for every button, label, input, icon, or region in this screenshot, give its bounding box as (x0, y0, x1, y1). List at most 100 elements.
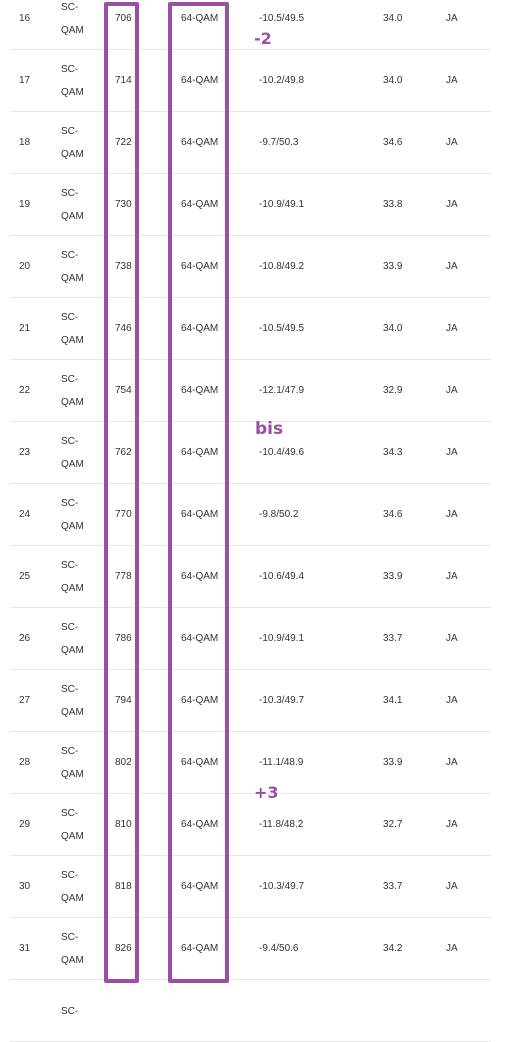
snr-cell: 33.8 (383, 199, 403, 210)
channel-type-cell: SC- QAM (61, 918, 84, 980)
snr-cell: 34.6 (383, 137, 403, 148)
channel-type-line1: SC- (61, 374, 79, 385)
snr-cell: 34.6 (383, 509, 403, 520)
channel-type-cell: SC- (61, 980, 78, 1042)
lock-status-cell: JA (446, 695, 458, 706)
channel-type-line2: QAM (61, 397, 84, 408)
channel-type-cell: SC- QAM (61, 236, 84, 298)
frequency-cell: 706 (115, 13, 132, 24)
annotation-plus-three: +3 (254, 783, 279, 802)
channel-type-line1: SC- (61, 560, 79, 571)
frequency-cell: 722 (115, 137, 132, 148)
channel-type-line1: SC- (61, 64, 79, 75)
power-level-cell: -10.2/49.8 (259, 75, 305, 86)
channel-id-cell: 23 (19, 447, 31, 458)
snr-cell: 34.0 (383, 75, 403, 86)
table-row: 17 SC- QAM 714 64-QAM -10.2/49.8 34.0 JA (0, 50, 519, 112)
table-row: 16 SC- QAM 706 64-QAM -10.5/49.5 34.0 JA (0, 0, 519, 50)
channel-id-cell: 27 (19, 695, 31, 706)
table-row: 19 SC- QAM 730 64-QAM -10.9/49.1 33.8 JA (0, 174, 519, 236)
channel-id-cell: 28 (19, 757, 31, 768)
channel-type-line2: QAM (61, 211, 84, 222)
channel-type-line2: QAM (61, 459, 84, 470)
modulation-cell: 64-QAM (181, 695, 219, 706)
channel-type-line1: SC- (61, 188, 79, 199)
snr-cell: 34.1 (383, 695, 403, 706)
channel-type-line1: SC- (61, 126, 79, 137)
channel-id-cell: 30 (19, 881, 31, 892)
power-level-cell: -10.3/49.7 (259, 881, 305, 892)
snr-cell: 33.9 (383, 571, 403, 582)
lock-status-cell: JA (446, 881, 458, 892)
modulation-cell: 64-QAM (181, 13, 219, 24)
channel-type-cell: SC- QAM (61, 546, 84, 608)
snr-cell: 33.9 (383, 757, 403, 768)
power-level-cell: -11.8/48.2 (259, 819, 304, 830)
power-level-cell: -9.4/50.6 (259, 943, 299, 954)
channel-type-cell: SC- QAM (61, 174, 84, 236)
table-row: 21 SC- QAM 746 64-QAM -10.5/49.5 34.0 JA (0, 298, 519, 360)
channel-type-line2: QAM (61, 769, 84, 780)
channel-type-line1: SC- (61, 808, 79, 819)
modulation-cell: 64-QAM (181, 137, 219, 148)
channel-type-line1: SC- (61, 498, 79, 509)
channel-type-cell: SC- QAM (61, 50, 84, 112)
table-row: 28 SC- QAM 802 64-QAM -11.1/48.9 33.9 JA (0, 732, 519, 794)
frequency-cell: 762 (115, 447, 132, 458)
snr-cell: 34.3 (383, 447, 403, 458)
channel-type-cell: SC- QAM (61, 732, 84, 794)
frequency-cell: 786 (115, 633, 132, 644)
channel-type-cell: SC- QAM (61, 670, 84, 732)
channel-type-line2: QAM (61, 707, 84, 718)
channel-type-line2: QAM (61, 25, 84, 36)
frequency-cell: 730 (115, 199, 132, 210)
lock-status-cell: JA (446, 757, 458, 768)
frequency-cell: 714 (115, 75, 132, 86)
table-row: 26 SC- QAM 786 64-QAM -10.9/49.1 33.7 JA (0, 608, 519, 670)
frequency-cell: 770 (115, 509, 132, 520)
annotation-bis: bis (255, 419, 284, 439)
frequency-cell: 818 (115, 881, 132, 892)
channel-type-cell: SC- QAM (61, 298, 84, 360)
power-level-cell: -9.8/50.2 (259, 509, 299, 520)
lock-status-cell: JA (446, 137, 458, 148)
channel-type-line2: QAM (61, 645, 84, 656)
table-row: 25 SC- QAM 778 64-QAM -10.6/49.4 33.9 JA (0, 546, 519, 608)
frequency-cell: 746 (115, 323, 132, 334)
power-level-cell: -10.8/49.2 (259, 261, 305, 272)
channel-type-line1: SC- (61, 684, 79, 695)
channel-type-line1: SC- (61, 746, 79, 757)
table-row: 20 SC- QAM 738 64-QAM -10.8/49.2 33.9 JA (0, 236, 519, 298)
power-level-cell: -10.5/49.5 (259, 13, 305, 24)
channel-id-cell: 25 (19, 571, 31, 582)
modulation-cell: 64-QAM (181, 199, 219, 210)
channel-type-line2: QAM (61, 335, 84, 346)
table-row: 18 SC- QAM 722 64-QAM -9.7/50.3 34.6 JA (0, 112, 519, 174)
channel-type-line2: QAM (61, 87, 84, 98)
channel-id-cell: 19 (19, 199, 31, 210)
snr-cell: 32.7 (383, 819, 403, 830)
lock-status-cell: JA (446, 199, 458, 210)
lock-status-cell: JA (446, 75, 458, 86)
power-level-cell: -10.5/49.5 (259, 323, 305, 334)
channel-type-cell: SC- QAM (61, 484, 84, 546)
modulation-cell: 64-QAM (181, 261, 219, 272)
channel-type-line1: SC- (61, 870, 79, 881)
channel-id-cell: 24 (19, 509, 31, 520)
channel-type-line2: QAM (61, 893, 84, 904)
channel-type-line1: SC- (61, 436, 79, 447)
frequency-cell: 754 (115, 385, 132, 396)
snr-cell: 33.9 (383, 261, 403, 272)
snr-cell: 34.2 (383, 943, 403, 954)
table-row: 31 SC- QAM 826 64-QAM -9.4/50.6 34.2 JA (0, 918, 519, 980)
modulation-cell: 64-QAM (181, 757, 219, 768)
modulation-cell: 64-QAM (181, 571, 219, 582)
modulation-cell: 64-QAM (181, 75, 219, 86)
lock-status-cell: JA (446, 385, 458, 396)
channel-type-line2: QAM (61, 273, 84, 284)
channel-id-cell: 26 (19, 633, 31, 644)
lock-status-cell: JA (446, 447, 458, 458)
channel-type-line2: QAM (61, 955, 84, 966)
channel-type-line2: QAM (61, 583, 84, 594)
channel-id-cell: 17 (19, 75, 31, 86)
